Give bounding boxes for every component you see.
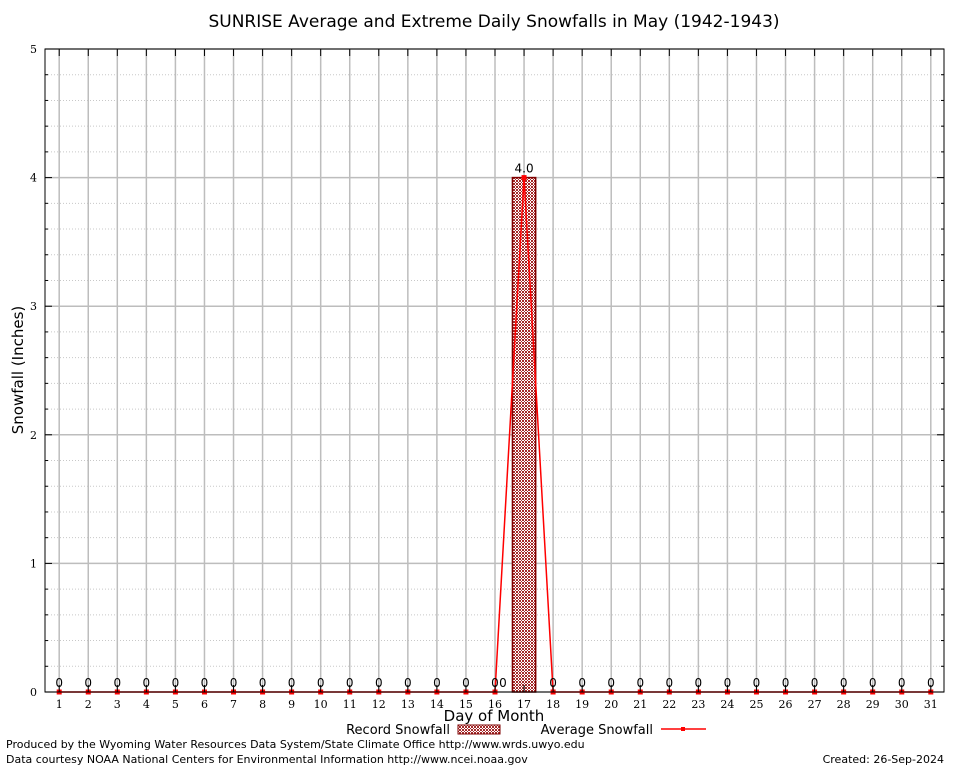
record-data-label: 0 — [811, 676, 819, 690]
record-data-label: 0 — [636, 676, 644, 690]
x-tick-label: 18 — [546, 698, 560, 711]
x-tick-label: 2 — [85, 698, 92, 711]
x-tick-label: 4 — [143, 698, 150, 711]
x-tick-label: 29 — [866, 698, 880, 711]
record-data-label: 0 — [782, 676, 790, 690]
record-data-label: 0 — [288, 676, 296, 690]
record-data-label: 0 — [607, 676, 615, 690]
record-data-label: 0 — [898, 676, 906, 690]
x-tick-label: 17 — [517, 698, 531, 711]
y-tick-label: 4 — [30, 172, 37, 185]
x-tick-label: 30 — [895, 698, 909, 711]
y-tick-label: 0 — [30, 686, 37, 699]
x-tick-label: 26 — [779, 698, 793, 711]
record-data-label: 0 — [84, 676, 92, 690]
record-data-label: 0 — [346, 676, 354, 690]
record-data-label: 0 — [113, 676, 121, 690]
x-tick-label: 11 — [343, 698, 357, 711]
x-tick-label: 19 — [575, 698, 589, 711]
record-data-label: 0 — [869, 676, 877, 690]
x-tick-label: 6 — [201, 698, 208, 711]
record-data-label: 0 — [143, 676, 151, 690]
grid-lines — [45, 48, 944, 693]
x-tick-label: 3 — [114, 698, 121, 711]
x-tick-label: 24 — [720, 698, 734, 711]
record-data-label: 0 — [753, 676, 761, 690]
record-data-label: 0 — [433, 676, 441, 690]
record-data-label: 0 — [404, 676, 412, 690]
y-axis-ticks: 0 1 2 3 4 5 — [30, 43, 944, 699]
x-tick-label: 27 — [808, 698, 822, 711]
x-tick-label: 15 — [459, 698, 473, 711]
x-tick-label: 13 — [401, 698, 415, 711]
x-tick-label: 10 — [314, 698, 328, 711]
legend-average-marker — [681, 727, 685, 731]
record-data-label: 0 — [665, 676, 673, 690]
record-data-label: 0 — [201, 676, 209, 690]
x-tick-label: 28 — [837, 698, 851, 711]
x-tick-label: 1 — [56, 698, 63, 711]
x-tick-label: 9 — [288, 698, 295, 711]
x-tick-label: 16 — [488, 698, 502, 711]
legend-record-swatch — [457, 724, 501, 735]
record-data-label: 0 — [695, 676, 703, 690]
y-axis-label: Snowfall (Inches) — [9, 306, 27, 434]
record-data-label: 0 — [172, 676, 180, 690]
record-data-label: 0 — [259, 676, 267, 690]
record-data-label: 4.0 — [515, 162, 534, 176]
record-data-label: 0 — [462, 676, 470, 690]
average-snowfall-point — [521, 175, 527, 181]
x-tick-label: 5 — [172, 698, 179, 711]
x-tick-label: 12 — [372, 698, 386, 711]
record-data-label: 0 — [927, 676, 935, 690]
record-data-label: 0 — [724, 676, 732, 690]
footer-data-source: Data courtesy NOAA National Centers for … — [6, 753, 528, 766]
y-tick-label: 3 — [30, 300, 37, 313]
record-data-label: 0 — [549, 676, 557, 690]
record-data-label: 0 — [840, 676, 848, 690]
y-tick-label: 1 — [30, 557, 37, 570]
x-axis-label: Day of Month — [444, 707, 545, 725]
x-tick-label: 21 — [633, 698, 647, 711]
y-tick-label: 5 — [30, 43, 37, 56]
x-tick-label: 7 — [230, 698, 237, 711]
record-snowfall-bar — [511, 176, 537, 693]
x-tick-label: 25 — [749, 698, 763, 711]
footer-created-date: Created: 26-Sep-2024 — [823, 753, 944, 766]
record-data-label: 0 — [317, 676, 325, 690]
x-tick-label: 31 — [924, 698, 938, 711]
record-data-label: 0 — [578, 676, 586, 690]
legend: Record Snowfall Average Snowfall — [346, 723, 706, 738]
record-data-label: 0 — [491, 676, 499, 690]
x-tick-label: 8 — [259, 698, 266, 711]
record-data-label: 0 — [230, 676, 238, 690]
y-tick-label: 2 — [30, 429, 37, 442]
data-labels: 0 0 0 0 0 0 0 0 0 0 0 0 0 0 0 0 4.0 0 0 0 0 0 0 0 0 0 0 0 0 0 0 0 — [55, 162, 934, 690]
record-snowfall-bars — [511, 176, 537, 693]
chart-title: SUNRISE Average and Extreme Daily Snowfa… — [208, 12, 779, 32]
x-tick-label: 14 — [430, 698, 444, 711]
record-data-label: 0 — [55, 676, 63, 690]
x-tick-label: 22 — [662, 698, 676, 711]
x-axis-ticks: 1 2 3 4 5 6 7 8 9 10 11 12 13 14 15 16 17 18 19 20 21 22 23 24 2… — [56, 49, 938, 711]
average-data-label: 0 — [499, 676, 507, 690]
x-tick-label: 23 — [691, 698, 705, 711]
legend-average-label: Average Snowfall — [541, 723, 653, 738]
x-tick-label: 20 — [604, 698, 618, 711]
footer-producer: Produced by the Wyoming Water Resources … — [6, 738, 585, 751]
record-data-label: 0 — [375, 676, 383, 690]
legend-record-label: Record Snowfall — [346, 723, 450, 738]
